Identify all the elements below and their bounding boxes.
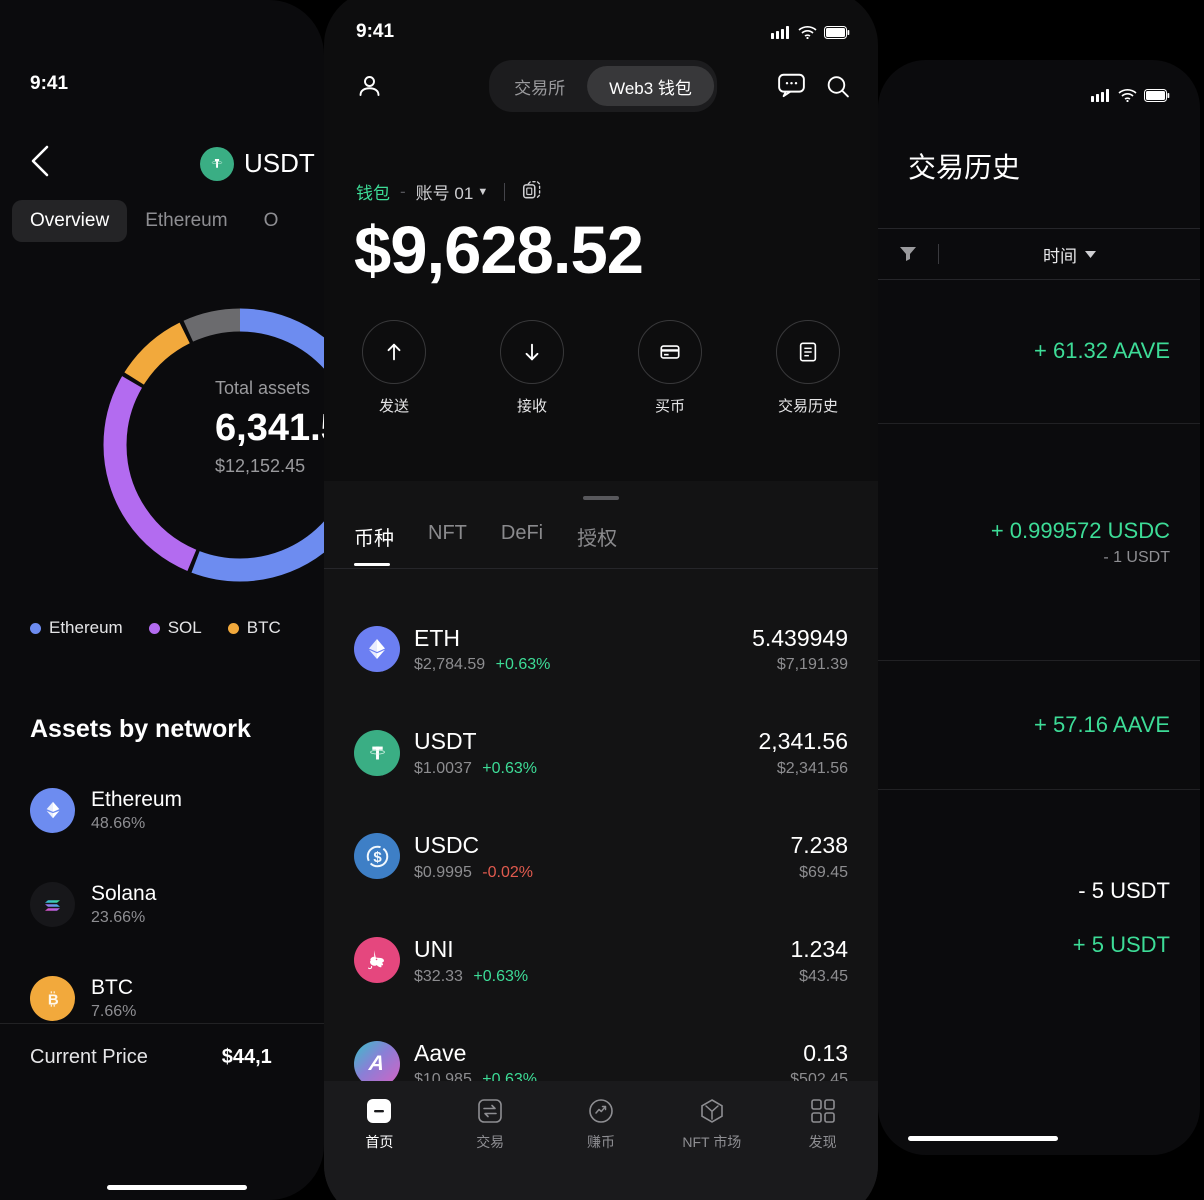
svg-text:$: $ <box>373 849 382 866</box>
svg-text:B: B <box>47 991 58 1008</box>
